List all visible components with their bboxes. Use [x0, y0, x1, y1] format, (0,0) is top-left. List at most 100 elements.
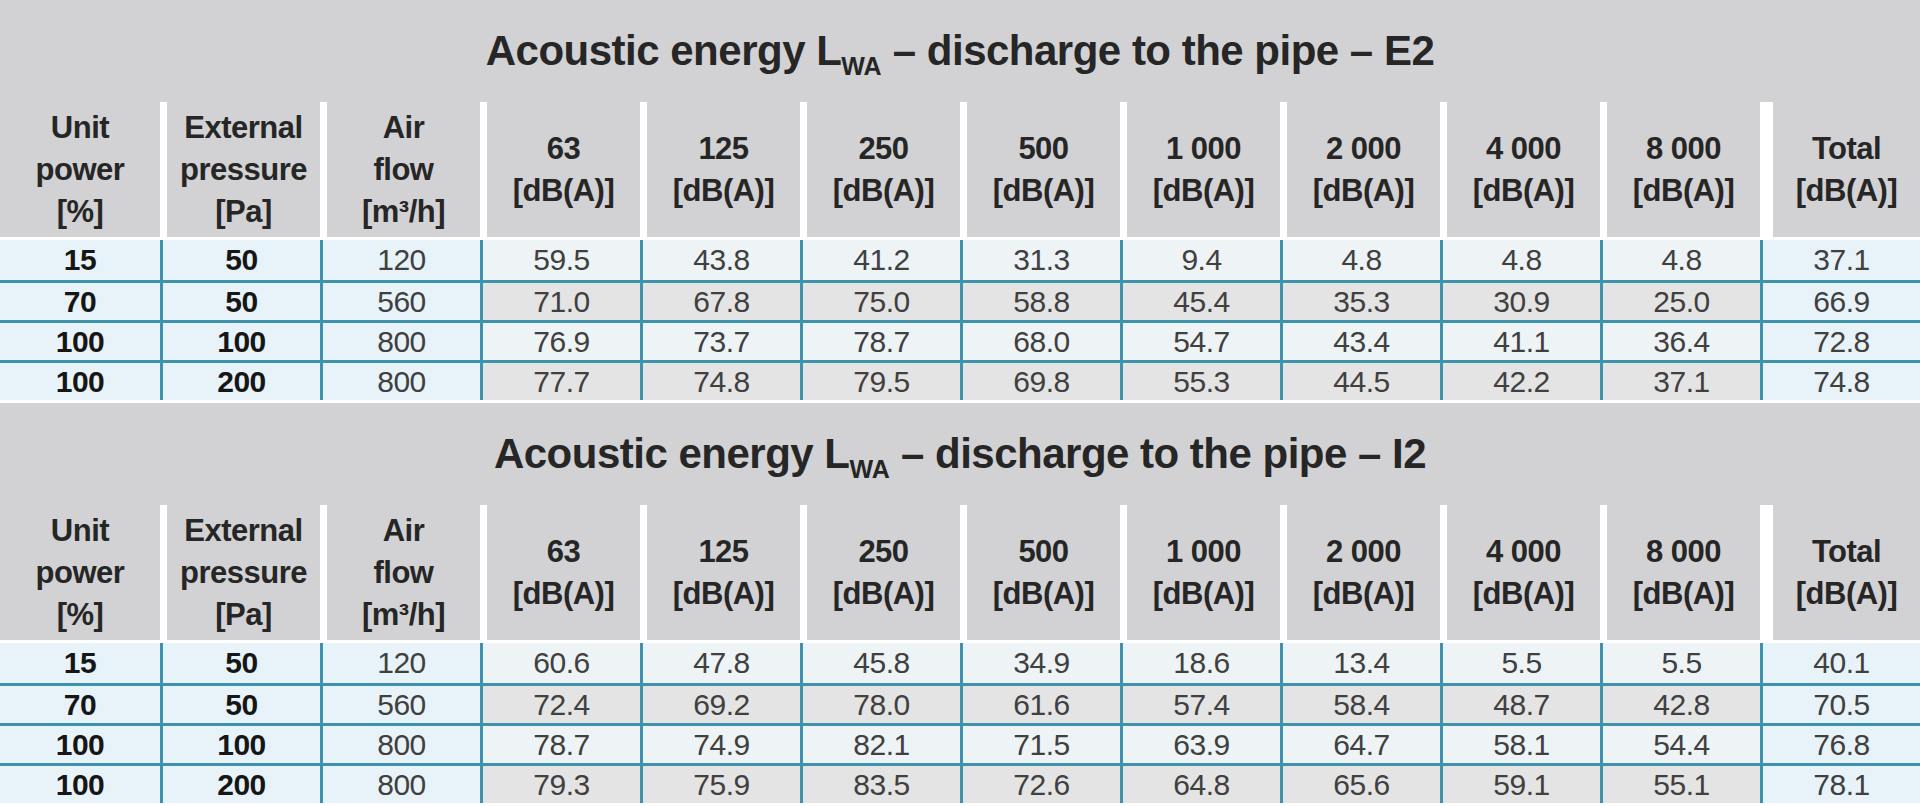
- cell-air-flow: 800: [320, 766, 480, 803]
- cell-125: 47.8: [640, 643, 800, 683]
- column-header-4000: 4 000[dB(A)]: [1440, 505, 1600, 640]
- cell-2000: 13.4: [1280, 643, 1440, 683]
- cell-63: 79.3: [480, 766, 640, 803]
- table-row: 705056072.469.278.061.657.458.448.742.87…: [0, 683, 1920, 723]
- column-header-line: [dB(A)]: [1633, 573, 1735, 615]
- cell-125: 74.9: [640, 726, 800, 763]
- cell-air-flow: 560: [320, 283, 480, 320]
- column-header-air-flow: Airflow[m³/h]: [320, 505, 480, 640]
- cell-1000: 64.8: [1120, 766, 1280, 803]
- column-header-63: 63[dB(A)]: [480, 505, 640, 640]
- cell-250: 78.7: [800, 323, 960, 360]
- column-header-line: External: [184, 510, 302, 552]
- cell-2000: 64.7: [1280, 726, 1440, 763]
- column-header-line: pressure: [180, 552, 307, 594]
- column-header-line: Unit: [51, 107, 109, 149]
- column-header-line: [dB(A)]: [833, 170, 935, 212]
- column-header-line: pressure: [180, 149, 307, 191]
- table-row: 155012059.543.841.231.39.44.84.84.837.1: [0, 240, 1920, 280]
- cell-unit-power: 100: [0, 323, 160, 360]
- cell-1000: 45.4: [1120, 283, 1280, 320]
- cell-total: 76.8: [1760, 726, 1920, 763]
- column-header-line: 1 000: [1166, 128, 1241, 170]
- cell-63: 59.5: [480, 240, 640, 280]
- cell-total: 74.8: [1760, 363, 1920, 400]
- cell-unit-power: 100: [0, 726, 160, 763]
- cell-1000: 18.6: [1120, 643, 1280, 683]
- column-header-total: Total[dB(A)]: [1760, 505, 1920, 640]
- cell-1000: 57.4: [1120, 686, 1280, 723]
- cell-63: 71.0: [480, 283, 640, 320]
- column-header-250: 250[dB(A)]: [800, 102, 960, 237]
- table-title-i2: Acoustic energy LWA – discharge to the p…: [0, 403, 1920, 505]
- column-header-line: 4 000: [1486, 531, 1561, 573]
- column-header-line: [m³/h]: [362, 191, 445, 233]
- cell-air-flow: 800: [320, 323, 480, 360]
- cell-8000: 54.4: [1600, 726, 1760, 763]
- cell-external-pressure: 50: [160, 643, 320, 683]
- column-header-line: [Pa]: [215, 594, 272, 636]
- cell-external-pressure: 50: [160, 283, 320, 320]
- cell-63: 60.6: [480, 643, 640, 683]
- column-header-line: 8 000: [1646, 531, 1721, 573]
- table-body: 155012060.647.845.834.918.613.45.55.540.…: [0, 643, 1920, 803]
- column-header-line: 125: [698, 128, 748, 170]
- cell-1000: 54.7: [1120, 323, 1280, 360]
- column-header-line: 2 000: [1326, 531, 1401, 573]
- cell-4000: 58.1: [1440, 726, 1600, 763]
- table-row: 705056071.067.875.058.845.435.330.925.06…: [0, 280, 1920, 320]
- cell-8000: 5.5: [1600, 643, 1760, 683]
- cell-unit-power: 100: [0, 766, 160, 803]
- column-header-125: 125[dB(A)]: [640, 102, 800, 237]
- column-header-unit-power: Unitpower[%]: [0, 505, 160, 640]
- column-header-line: [dB(A)]: [1153, 573, 1255, 615]
- cell-2000: 44.5: [1280, 363, 1440, 400]
- column-header-line: 250: [858, 531, 908, 573]
- cell-2000: 35.3: [1280, 283, 1440, 320]
- cell-8000: 42.8: [1600, 686, 1760, 723]
- column-header-line: [dB(A)]: [833, 573, 935, 615]
- column-header-line: [%]: [57, 594, 104, 636]
- column-header-line: 63: [547, 128, 580, 170]
- column-header-line: Air: [383, 107, 425, 149]
- column-header-line: [dB(A)]: [1153, 170, 1255, 212]
- column-header-external-pressure: Externalpressure[Pa]: [160, 505, 320, 640]
- cell-2000: 43.4: [1280, 323, 1440, 360]
- column-header-line: 8 000: [1646, 128, 1721, 170]
- cell-unit-power: 70: [0, 283, 160, 320]
- cell-2000: 58.4: [1280, 686, 1440, 723]
- cell-4000: 41.1: [1440, 323, 1600, 360]
- cell-125: 74.8: [640, 363, 800, 400]
- acoustic-table-i2: Acoustic energy LWA – discharge to the p…: [0, 403, 1920, 803]
- cell-63: 72.4: [480, 686, 640, 723]
- cell-air-flow: 800: [320, 363, 480, 400]
- cell-2000: 4.8: [1280, 240, 1440, 280]
- column-header-line: power: [36, 552, 125, 594]
- cell-total: 66.9: [1760, 283, 1920, 320]
- cell-500: 71.5: [960, 726, 1120, 763]
- cell-250: 82.1: [800, 726, 960, 763]
- column-header-line: 1 000: [1166, 531, 1241, 573]
- column-header-line: External: [184, 107, 302, 149]
- column-header-250: 250[dB(A)]: [800, 505, 960, 640]
- column-header-line: [dB(A)]: [1313, 170, 1415, 212]
- column-header-row: Unitpower[%]Externalpressure[Pa]Airflow[…: [0, 102, 1920, 237]
- column-header-line: [dB(A)]: [1633, 170, 1735, 212]
- table-title-e2: Acoustic energy LWA – discharge to the p…: [0, 0, 1920, 102]
- column-header-line: [dB(A)]: [1473, 573, 1575, 615]
- column-header-line: [dB(A)]: [1313, 573, 1415, 615]
- column-header-2000: 2 000[dB(A)]: [1280, 505, 1440, 640]
- column-header-line: [dB(A)]: [1796, 573, 1898, 615]
- column-header-line: 63: [547, 531, 580, 573]
- column-header-total: Total[dB(A)]: [1760, 102, 1920, 237]
- cell-63: 76.9: [480, 323, 640, 360]
- cell-125: 73.7: [640, 323, 800, 360]
- cell-500: 31.3: [960, 240, 1120, 280]
- cell-8000: 55.1: [1600, 766, 1760, 803]
- column-header-63: 63[dB(A)]: [480, 102, 640, 237]
- column-header-line: 2 000: [1326, 128, 1401, 170]
- cell-4000: 30.9: [1440, 283, 1600, 320]
- cell-250: 78.0: [800, 686, 960, 723]
- column-header-line: 125: [698, 531, 748, 573]
- cell-8000: 36.4: [1600, 323, 1760, 360]
